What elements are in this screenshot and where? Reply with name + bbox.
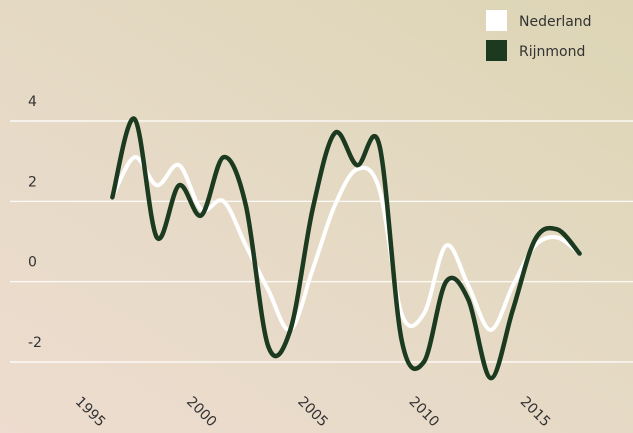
legend-swatch	[486, 40, 507, 61]
x-tick-label: 2005	[294, 394, 331, 431]
y-tick-label: 0	[28, 255, 37, 271]
x-tick-label: 2015	[517, 394, 554, 431]
x-tick-label: 2000	[183, 394, 220, 431]
x-tick-label: 1995	[72, 394, 109, 431]
x-tick-label: 2010	[406, 394, 443, 431]
legend-label: Nederland	[519, 14, 592, 30]
series-line	[110, 155, 582, 332]
series-line	[110, 116, 582, 381]
y-tick-label: 2	[28, 174, 37, 190]
y-tick-label: 4	[28, 94, 37, 110]
y-tick-label: -2	[28, 335, 42, 351]
legend-swatch	[486, 10, 507, 31]
legend-label: Rijnmond	[519, 44, 585, 60]
